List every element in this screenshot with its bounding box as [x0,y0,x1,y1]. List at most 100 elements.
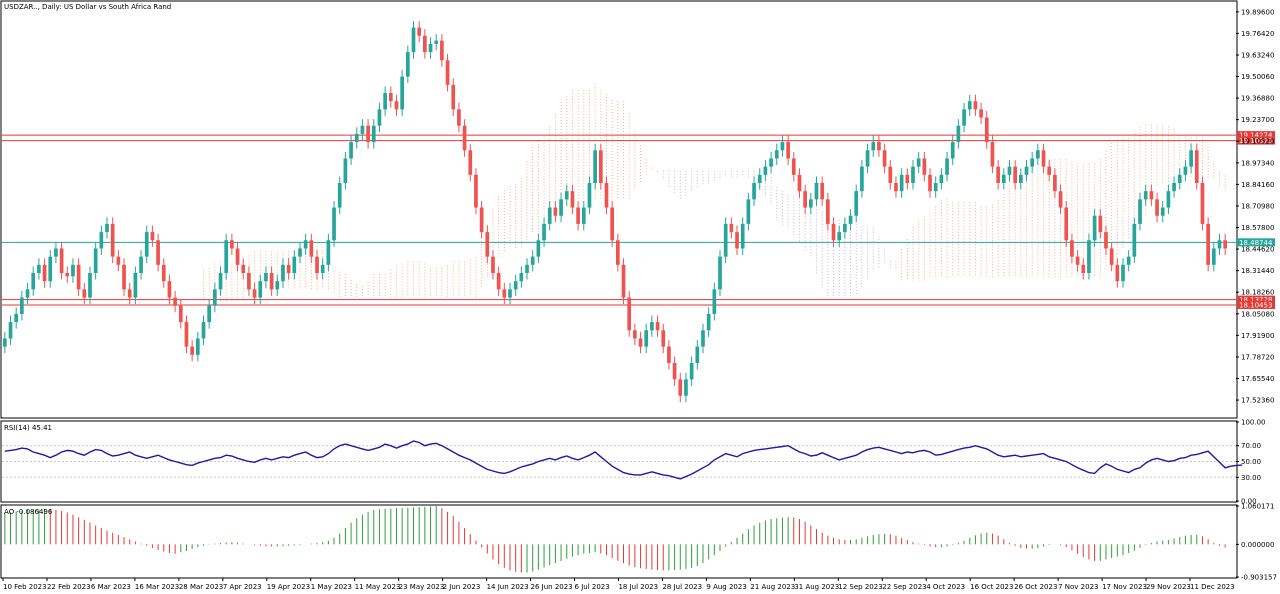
candle-body [1092,215,1097,241]
candle-body [684,379,688,396]
candle [950,135,955,165]
level-price-tag [1237,136,1275,145]
candle [706,307,711,337]
candle [303,233,308,255]
candle [1024,160,1029,182]
candle-body [826,199,830,224]
candle-body [252,289,257,298]
candle-body [1172,183,1176,192]
candle [326,233,331,272]
candle-body [133,273,138,298]
candle [1047,160,1052,182]
candle-body [843,223,847,233]
candle [1098,209,1103,239]
candle [144,225,149,264]
candle-body [757,174,762,183]
candle [542,217,546,247]
candle-body [1211,248,1216,265]
candle-body [309,240,314,257]
candle-body [224,240,229,273]
candle [763,160,768,182]
candle-body [1104,232,1108,249]
candle [615,233,620,272]
candle-body [803,191,807,208]
candle-body [718,256,722,290]
candle-body [207,305,212,323]
candle [360,119,365,141]
candle-body [1194,150,1199,183]
candle-body [235,248,240,265]
candle-body [593,150,597,183]
candle-body [899,174,904,192]
candle-body [519,273,524,282]
candle-body [264,273,268,282]
candle [882,143,887,174]
candle-body [950,142,955,159]
candle [286,258,291,280]
candle [235,241,240,272]
date-tick-label: 10 Feb 2023 [3,583,47,591]
candle-body [740,223,745,249]
candle [354,127,359,149]
candle [281,258,285,288]
candle [593,143,597,190]
candle [576,201,580,231]
candle-body [1013,166,1017,183]
date-tick-label: 21 Aug 2023 [750,583,795,591]
candle-body [161,264,166,282]
candle [1206,217,1210,272]
price-tick-label: 19.23700 [1241,116,1274,124]
candle-body [581,207,586,224]
candle-body [48,256,53,282]
candle-body [496,273,501,290]
candle-body [865,150,870,167]
candle [746,192,751,231]
candle-body [337,183,342,208]
candle [264,266,268,288]
rsi-guides [2,445,1236,478]
rsi-tick-label: 50.00 [1241,458,1261,466]
date-tick-label: 23 May 2023 [399,583,445,591]
candle-body [735,232,739,249]
candle-body [1217,240,1222,249]
candle [491,250,495,280]
candle-body [144,232,149,257]
candle [1149,184,1154,206]
price-tick-label: 19.50060 [1241,73,1274,81]
price-tick-label: 19.36880 [1241,95,1274,103]
candle [587,176,592,215]
candle [1160,201,1165,223]
candle-body [1177,174,1182,183]
candle [996,160,1000,190]
date-tick-label: 7 Apr 2023 [223,583,262,591]
candle [1217,233,1222,255]
candle-body [241,264,246,273]
candle [837,225,842,247]
candle-body [230,240,234,249]
candle-body [286,264,291,273]
candle-body [116,256,121,265]
candle-body [468,150,473,175]
candle-body [292,256,297,273]
candle-body [451,84,456,110]
candle-body [105,223,109,233]
candle [757,168,762,190]
price-tick-label: 19.76420 [1241,30,1274,38]
candle [956,119,961,149]
candle-body [1160,207,1165,216]
candle [247,266,251,296]
candle [1013,160,1017,190]
candle-body [576,207,580,224]
candle [451,78,456,116]
candle-body [706,313,711,331]
candle-body [672,363,677,380]
candle [1166,184,1171,215]
price-tick-label: 19.10520 [1241,138,1274,146]
candle [667,340,671,370]
candle-body [1030,158,1035,167]
candle [457,102,461,133]
candle [650,315,654,337]
candle-body [894,183,898,192]
date-tick-label: 7 Nov 2023 [1058,583,1098,591]
candle-body [1206,223,1210,265]
